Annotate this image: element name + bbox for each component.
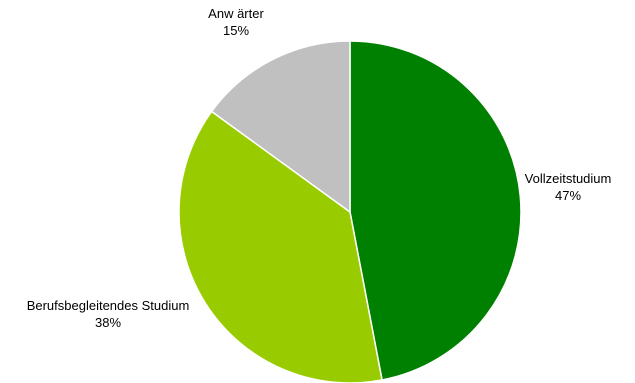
pie-labels: Vollzeitstudium 47% Berufsbegleitendes Stu…	[27, 6, 612, 330]
slice-value-label: 38%	[95, 315, 121, 330]
pie-slice-vollzeitstudium	[349, 40, 522, 381]
pie-slice-berufsbegleitendes-studium	[178, 110, 383, 383]
slice-name-label: Vollzeitstudium	[525, 171, 612, 186]
slice-name-label: Berufsbegleitendes Studium	[27, 298, 190, 313]
pie-slices	[178, 40, 522, 383]
pie-slice-anw-ärter	[210, 40, 351, 213]
slice-value-label: 47%	[555, 188, 581, 203]
slice-name-label: Anw ärter	[208, 6, 264, 21]
slice-value-label: 15%	[223, 23, 249, 38]
